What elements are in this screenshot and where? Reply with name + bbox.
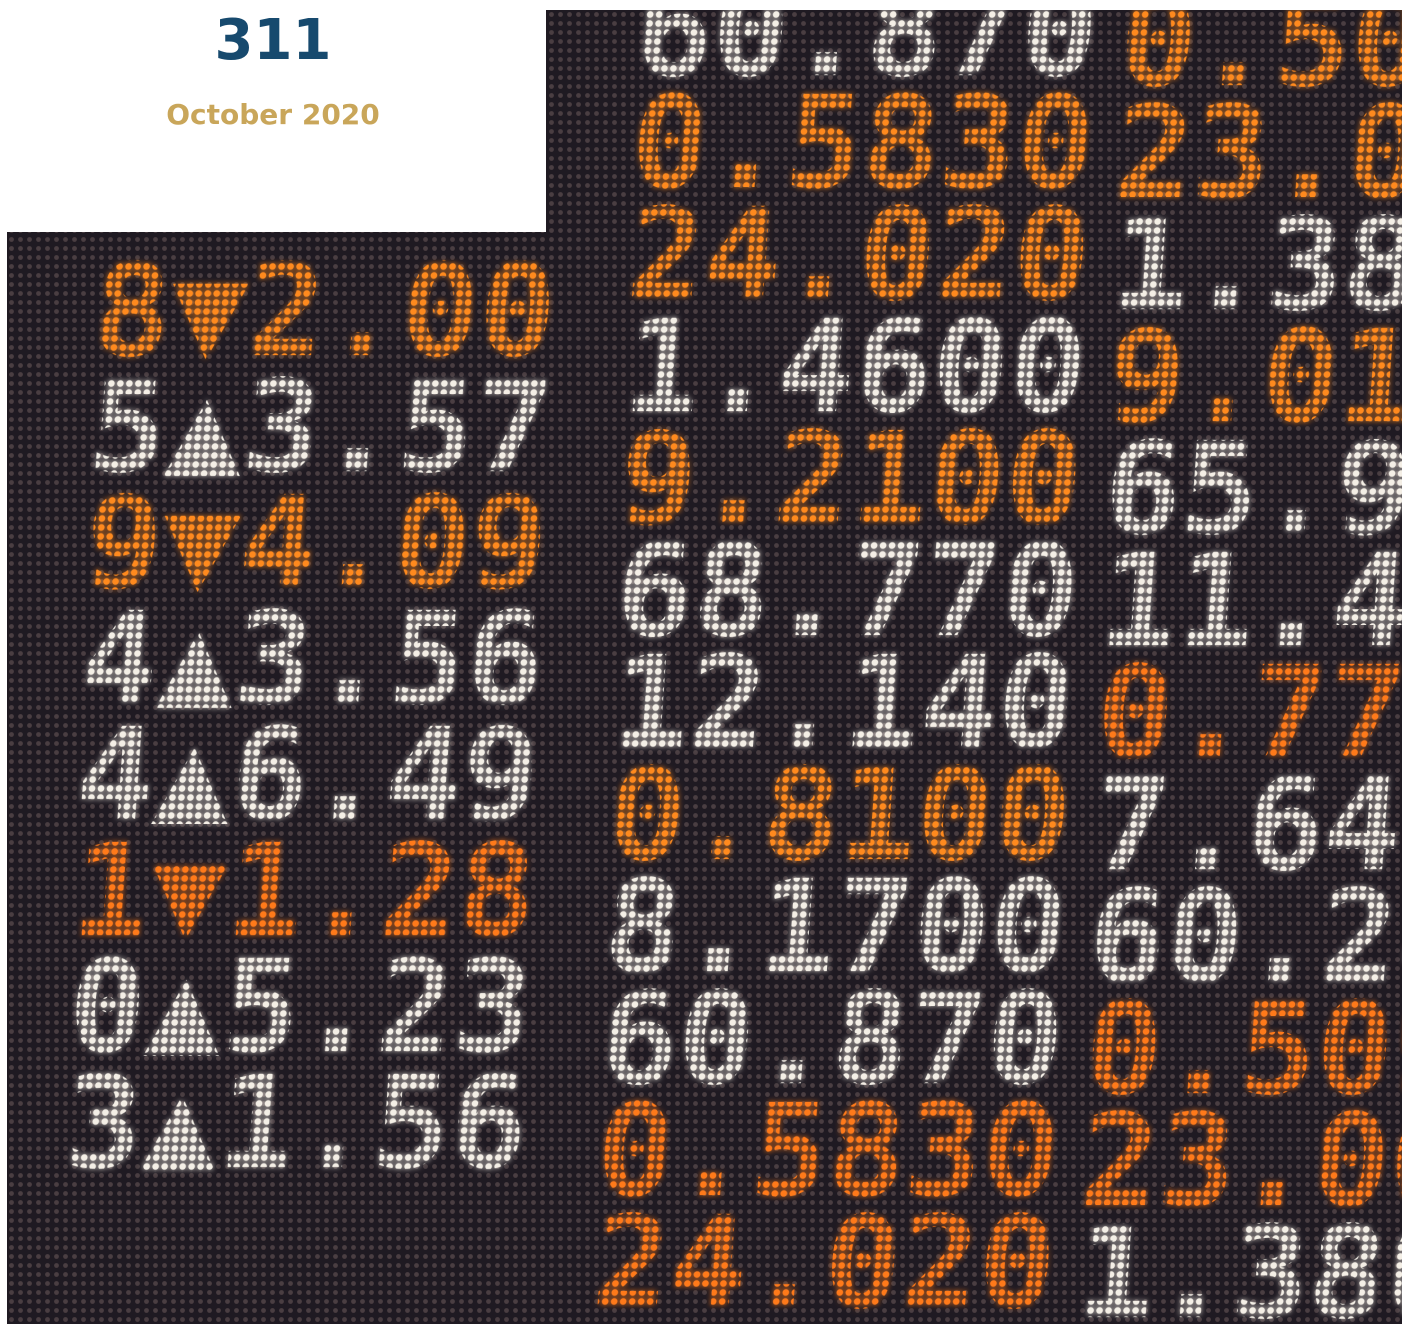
cover-panel: 311 October 2020: [0, 0, 546, 232]
board-figure: 3▲1.56: [60, 1049, 533, 1198]
board-figure: 24.020: [588, 1189, 1061, 1324]
page: 8▼2.005▲3.579▼4.094▲3.564▲6.491▼1.280▲5.…: [0, 0, 1402, 1324]
issue-number: 311: [0, 8, 546, 74]
issue-date: October 2020: [0, 98, 546, 131]
board-figure: 1.3800: [1072, 1199, 1402, 1324]
